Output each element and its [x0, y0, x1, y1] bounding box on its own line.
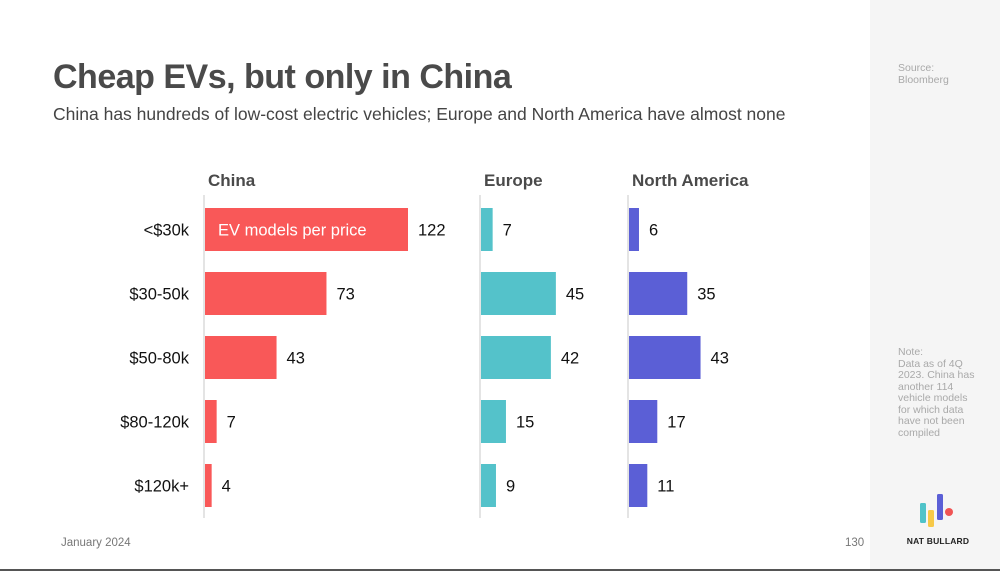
category-label: $120k+: [134, 478, 189, 496]
note-text: Data as of 4Q 2023. China has another 11…: [898, 357, 975, 439]
bar: [629, 336, 701, 379]
value-label: 17: [667, 414, 685, 432]
category-label: $50-80k: [129, 350, 189, 368]
value-label: 15: [516, 414, 534, 432]
value-label: 11: [657, 478, 674, 496]
panel-title-north-america: North America: [632, 171, 749, 190]
bar: [629, 272, 688, 315]
note-label: Note:: [898, 346, 924, 358]
bar: [205, 336, 277, 379]
footer-date: January 2024: [61, 537, 131, 549]
bar: [205, 208, 408, 251]
logo-bar-yellow: [928, 510, 934, 527]
page-subtitle: China has hundreds of low-cost electric …: [53, 104, 786, 124]
bar: [481, 336, 551, 379]
value-label: 73: [336, 286, 354, 304]
bar: [205, 400, 217, 443]
value-label: 4: [222, 478, 231, 496]
bar: [481, 272, 556, 315]
value-label: 122: [418, 222, 446, 240]
value-label: 43: [711, 350, 729, 368]
category-label: $30-50k: [129, 286, 189, 304]
value-label: 42: [561, 350, 579, 368]
source-label: Source:: [898, 62, 935, 74]
page-title: Cheap EVs, but only in China: [53, 58, 512, 96]
brand-name: NAT BULLARD: [906, 536, 970, 546]
bar: [205, 464, 212, 507]
bar: [481, 208, 493, 251]
value-label: 7: [227, 414, 236, 432]
logo-bar-blue: [937, 494, 943, 520]
value-label: 45: [566, 286, 584, 304]
page-number: 130: [845, 537, 865, 549]
category-label: <$30k: [144, 222, 190, 240]
bottom-rule: [0, 569, 1000, 571]
footnote: Note: Data as of 4Q 2023. China has anot…: [898, 346, 978, 439]
value-label: 9: [506, 478, 515, 496]
bar: [629, 464, 648, 507]
source-note: Source: Bloomberg: [898, 62, 988, 86]
bar: [205, 272, 327, 315]
value-label: 35: [697, 286, 715, 304]
category-label: $80-120k: [120, 414, 190, 432]
value-label: 6: [649, 222, 658, 240]
value-label: 43: [287, 350, 305, 368]
bar: [629, 208, 639, 251]
brand-logo-icon: [920, 494, 953, 527]
logo-dot: [945, 508, 953, 516]
bar: [629, 400, 658, 443]
slide-sidebar: [870, 0, 1000, 569]
bar-chart: <$30k $30-50k $50-80k $80-120k $120k+ China 12…: [120, 171, 749, 518]
bar: [481, 400, 506, 443]
bar: [481, 464, 496, 507]
source-text: Bloomberg: [898, 74, 949, 86]
panel-title-china: China: [208, 171, 256, 190]
value-label: 7: [503, 222, 512, 240]
panel-title-europe: Europe: [484, 171, 543, 190]
slide-main: [0, 0, 870, 569]
logo-bar-teal: [920, 503, 926, 523]
bar-annotation: EV models per price: [218, 222, 367, 240]
